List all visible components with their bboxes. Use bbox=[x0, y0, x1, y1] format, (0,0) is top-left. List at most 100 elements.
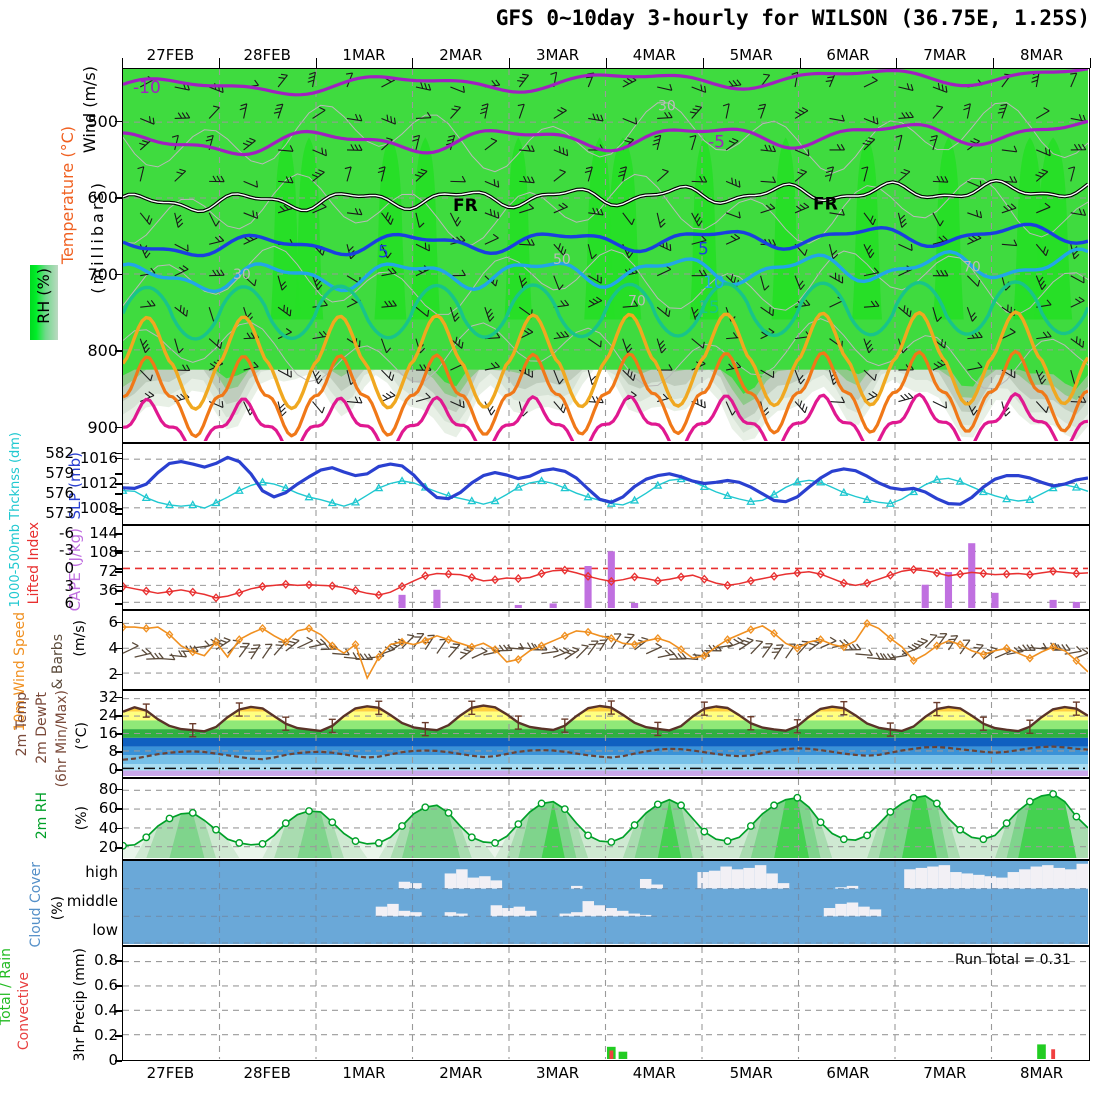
thickness-marker bbox=[211, 498, 221, 507]
cloud-bar bbox=[1042, 865, 1054, 889]
date-label: 1MAR bbox=[342, 46, 386, 64]
axis-tick-label: -6 bbox=[59, 523, 74, 542]
axis-tick-label: 0.4 bbox=[94, 1001, 118, 1019]
lifted-index-marker bbox=[793, 568, 802, 578]
lifted-index-marker bbox=[328, 581, 337, 591]
panel-2m-temp bbox=[122, 690, 1090, 778]
lifted-index-marker bbox=[211, 593, 221, 603]
rh-marker bbox=[770, 801, 778, 810]
cloud-bar bbox=[984, 876, 997, 889]
date-label: 2MAR bbox=[439, 46, 483, 64]
axis-tick-mark bbox=[115, 827, 122, 830]
thickness-marker bbox=[258, 477, 268, 486]
lifted-index-marker bbox=[123, 581, 128, 592]
rh-marker bbox=[537, 799, 546, 808]
temp-line bbox=[123, 704, 1088, 733]
rh-marker bbox=[491, 839, 499, 847]
thickness-marker bbox=[839, 487, 849, 496]
cloud-bar bbox=[387, 903, 399, 917]
rh-marker bbox=[142, 833, 151, 842]
rh-plume bbox=[771, 137, 800, 320]
wind-speed-marker bbox=[1072, 656, 1081, 666]
cloud-bar bbox=[1076, 863, 1088, 889]
cloud-bar bbox=[915, 867, 928, 889]
axis-tick-label: 0 bbox=[108, 760, 118, 779]
contour-label: -5 bbox=[708, 133, 725, 153]
cloud-bar bbox=[823, 908, 836, 917]
lifted-index-marker bbox=[700, 574, 709, 584]
date-label: 3MAR bbox=[536, 46, 580, 64]
rh-marker bbox=[351, 837, 360, 845]
wind-speed-marker bbox=[1049, 642, 1057, 652]
wind-speed-marker bbox=[932, 641, 941, 651]
wind-speed-marker bbox=[258, 624, 267, 633]
lifted-index-marker bbox=[956, 569, 965, 579]
wind-speed-marker bbox=[839, 642, 848, 652]
axis-tick-label: 6 bbox=[108, 612, 118, 631]
lifted-index-marker bbox=[723, 580, 732, 590]
cape-bar bbox=[1072, 601, 1080, 608]
cloud-bar bbox=[479, 876, 491, 889]
wind-speed-marker bbox=[816, 635, 825, 644]
run-total-label: Run Total = 0.31 bbox=[955, 952, 1071, 968]
cloud-bar bbox=[559, 913, 572, 917]
contour-label: 15 bbox=[698, 298, 720, 318]
panel-cloud-cover bbox=[122, 860, 1090, 946]
rh-marker bbox=[909, 793, 918, 802]
axis-tick-mark bbox=[115, 769, 122, 771]
thickness-marker bbox=[769, 489, 779, 498]
axis-tick-mark bbox=[115, 508, 122, 510]
wind-speed-marker bbox=[188, 647, 197, 657]
wind-speed-marker bbox=[491, 645, 499, 654]
wind-speed-marker bbox=[537, 641, 546, 651]
axis-tick-mark bbox=[115, 197, 122, 199]
rh-marker bbox=[723, 837, 732, 845]
rh-marker bbox=[630, 821, 639, 829]
cloud-bar bbox=[766, 873, 778, 889]
axis-tick-mark bbox=[115, 621, 122, 624]
axis-tick-label: 80 bbox=[98, 779, 118, 798]
date-label: 3MAR bbox=[536, 1064, 580, 1082]
wind-speed-marker bbox=[421, 636, 430, 646]
date-label: 7MAR bbox=[923, 1064, 967, 1082]
rh-marker bbox=[374, 839, 383, 847]
thickness-marker bbox=[723, 491, 733, 500]
cloud-level-label: middle bbox=[66, 892, 118, 910]
axis-tick-mark bbox=[115, 567, 122, 570]
isotherm bbox=[123, 280, 1088, 341]
axis-tick bbox=[896, 58, 898, 68]
axis-tick-mark bbox=[115, 350, 122, 352]
wind-speed-marker bbox=[793, 643, 802, 653]
date-label: 28FEB bbox=[243, 1064, 291, 1082]
axis-tick-label: 582 bbox=[45, 443, 74, 462]
cloud-bar bbox=[961, 873, 974, 889]
temp-color-band bbox=[123, 737, 1088, 747]
contour-label: 70 bbox=[628, 294, 646, 310]
axis-tick bbox=[412, 58, 414, 68]
wind-speed-marker bbox=[328, 641, 337, 651]
thickness-marker bbox=[490, 496, 500, 505]
dewpoint-line bbox=[123, 745, 1088, 761]
cloud-bar bbox=[1030, 866, 1043, 889]
axis-tick-mark bbox=[115, 483, 122, 485]
axis-tick bbox=[509, 58, 511, 68]
thickness-marker bbox=[630, 495, 640, 504]
wind-speed-marker bbox=[1002, 643, 1011, 653]
axis-tick-label: 72 bbox=[98, 562, 118, 581]
axis-tick-mark bbox=[115, 550, 122, 552]
axis-tick-mark bbox=[115, 472, 122, 475]
axis-tick bbox=[122, 58, 123, 68]
lifted-index-marker bbox=[281, 579, 290, 589]
axis-tick-label: 16 bbox=[98, 724, 118, 742]
cloud-bar bbox=[398, 910, 411, 917]
thickness-marker bbox=[188, 500, 198, 509]
isotherm bbox=[123, 247, 1088, 294]
axis-tick bbox=[315, 58, 317, 68]
cloud-bar bbox=[904, 869, 916, 889]
wind-speed-marker bbox=[886, 633, 895, 643]
axis-tick-label: -3 bbox=[59, 541, 74, 560]
isotherm bbox=[123, 222, 1088, 258]
cloud-bar bbox=[467, 877, 480, 889]
cape-bar bbox=[433, 589, 441, 608]
thickness-marker bbox=[351, 497, 361, 506]
